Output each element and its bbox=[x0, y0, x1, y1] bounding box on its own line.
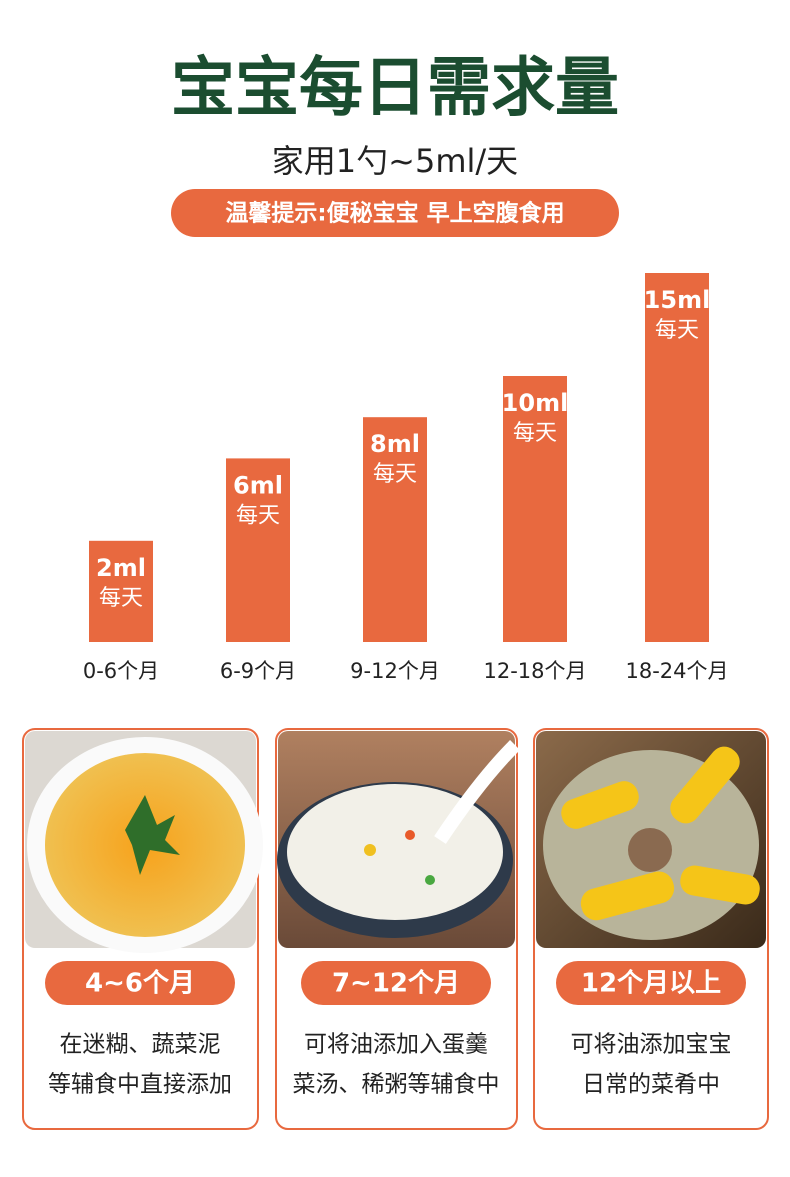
x-tick-label: 12-18个月 bbox=[483, 659, 586, 683]
x-tick-label: 0-6个月 bbox=[83, 659, 159, 683]
value-label: 8ml bbox=[370, 430, 420, 458]
card-frames bbox=[22, 728, 769, 1130]
tip-pill bbox=[171, 189, 619, 237]
bar bbox=[645, 273, 709, 642]
card-text: 可将油添加宝宝 bbox=[571, 1032, 732, 1058]
value-sublabel: 每天 bbox=[513, 421, 557, 446]
card-text: 在迷糊、蔬菜泥 bbox=[60, 1032, 221, 1058]
value-sublabel: 每天 bbox=[373, 462, 417, 487]
value-label: 15ml bbox=[644, 286, 711, 314]
value-label: 10ml bbox=[502, 389, 569, 417]
card-pill bbox=[45, 961, 235, 1005]
value-label: 2ml bbox=[96, 554, 146, 582]
card-text: 菜汤、稀粥等辅食中 bbox=[293, 1072, 500, 1098]
card-label: 7~12个月 bbox=[332, 969, 460, 999]
x-tick-label: 18-24个月 bbox=[625, 659, 728, 683]
card-text: 日常的菜肴中 bbox=[582, 1072, 720, 1098]
card-text: 等辅食中直接添加 bbox=[48, 1072, 232, 1098]
card-label: 12个月以上 bbox=[581, 969, 721, 999]
tip: 温馨提示:便秘宝宝 早上空腹食用 bbox=[225, 200, 564, 227]
value-sublabel: 每天 bbox=[236, 503, 280, 528]
value-sublabel: 每天 bbox=[99, 586, 143, 611]
card-text: 可将油添加入蛋羹 bbox=[304, 1032, 488, 1058]
bar bbox=[226, 458, 290, 642]
value-label: 6ml bbox=[233, 471, 283, 499]
subtitle: 家用1勺~5ml/天 bbox=[272, 142, 518, 180]
card-label: 4~6个月 bbox=[85, 969, 195, 999]
card-pill bbox=[556, 961, 746, 1005]
value-sublabel: 每天 bbox=[655, 318, 699, 343]
x-tick-label: 6-9个月 bbox=[220, 659, 296, 683]
bar bbox=[503, 376, 567, 642]
bar bbox=[363, 417, 427, 642]
bar bbox=[89, 540, 153, 642]
card-pill bbox=[301, 961, 491, 1005]
x-tick-label: 9-12个月 bbox=[350, 659, 440, 683]
title: 宝宝每日需求量 bbox=[171, 52, 619, 126]
